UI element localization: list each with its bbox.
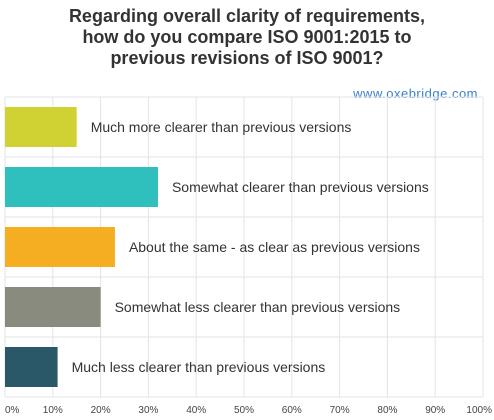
chart-bars [5, 107, 158, 387]
x-tick-label: 70% [330, 405, 350, 416]
bar [5, 107, 77, 147]
chart-title-line-2: how do you compare ISO 9001:2015 to [82, 27, 412, 47]
x-tick-label: 20% [91, 405, 111, 416]
x-tick-label: 90% [425, 405, 445, 416]
x-tick-label: 0% [5, 405, 20, 416]
chart-title-line-1: Regarding overall clarity of requirement… [68, 6, 426, 26]
chart-title: Regarding overall clarity of requirement… [0, 6, 494, 69]
x-tick-label: 80% [377, 405, 397, 416]
bar [5, 347, 58, 387]
bar-label: Somewhat less clearer than previous vers… [115, 299, 401, 315]
x-tick-label: 60% [282, 405, 302, 416]
bar [5, 167, 158, 207]
bar [5, 287, 101, 327]
bar-label: Much less clearer than previous versions [72, 359, 326, 375]
chart-x-tick-labels: 0% 10% 20% 30% 40% 50% 60% 70% 80% 90% 100% [5, 405, 492, 416]
bar-label: About the same - as clear as previous ve… [129, 239, 420, 255]
x-tick-label: 40% [186, 405, 206, 416]
bar [5, 227, 115, 267]
x-tick-label: 50% [234, 405, 254, 416]
chart-bar-labels: Much more clearer than previous versions… [72, 119, 429, 375]
chart-gridlines [4, 96, 484, 398]
x-tick-label: 10% [43, 405, 63, 416]
bar-label: Somewhat clearer than previous versions [172, 179, 429, 195]
x-tick-label: 100% [466, 405, 492, 416]
chart-title-line-3: previous revisions of ISO 9001? [110, 48, 384, 68]
x-tick-label: 30% [138, 405, 158, 416]
bar-label: Much more clearer than previous versions [91, 119, 352, 135]
